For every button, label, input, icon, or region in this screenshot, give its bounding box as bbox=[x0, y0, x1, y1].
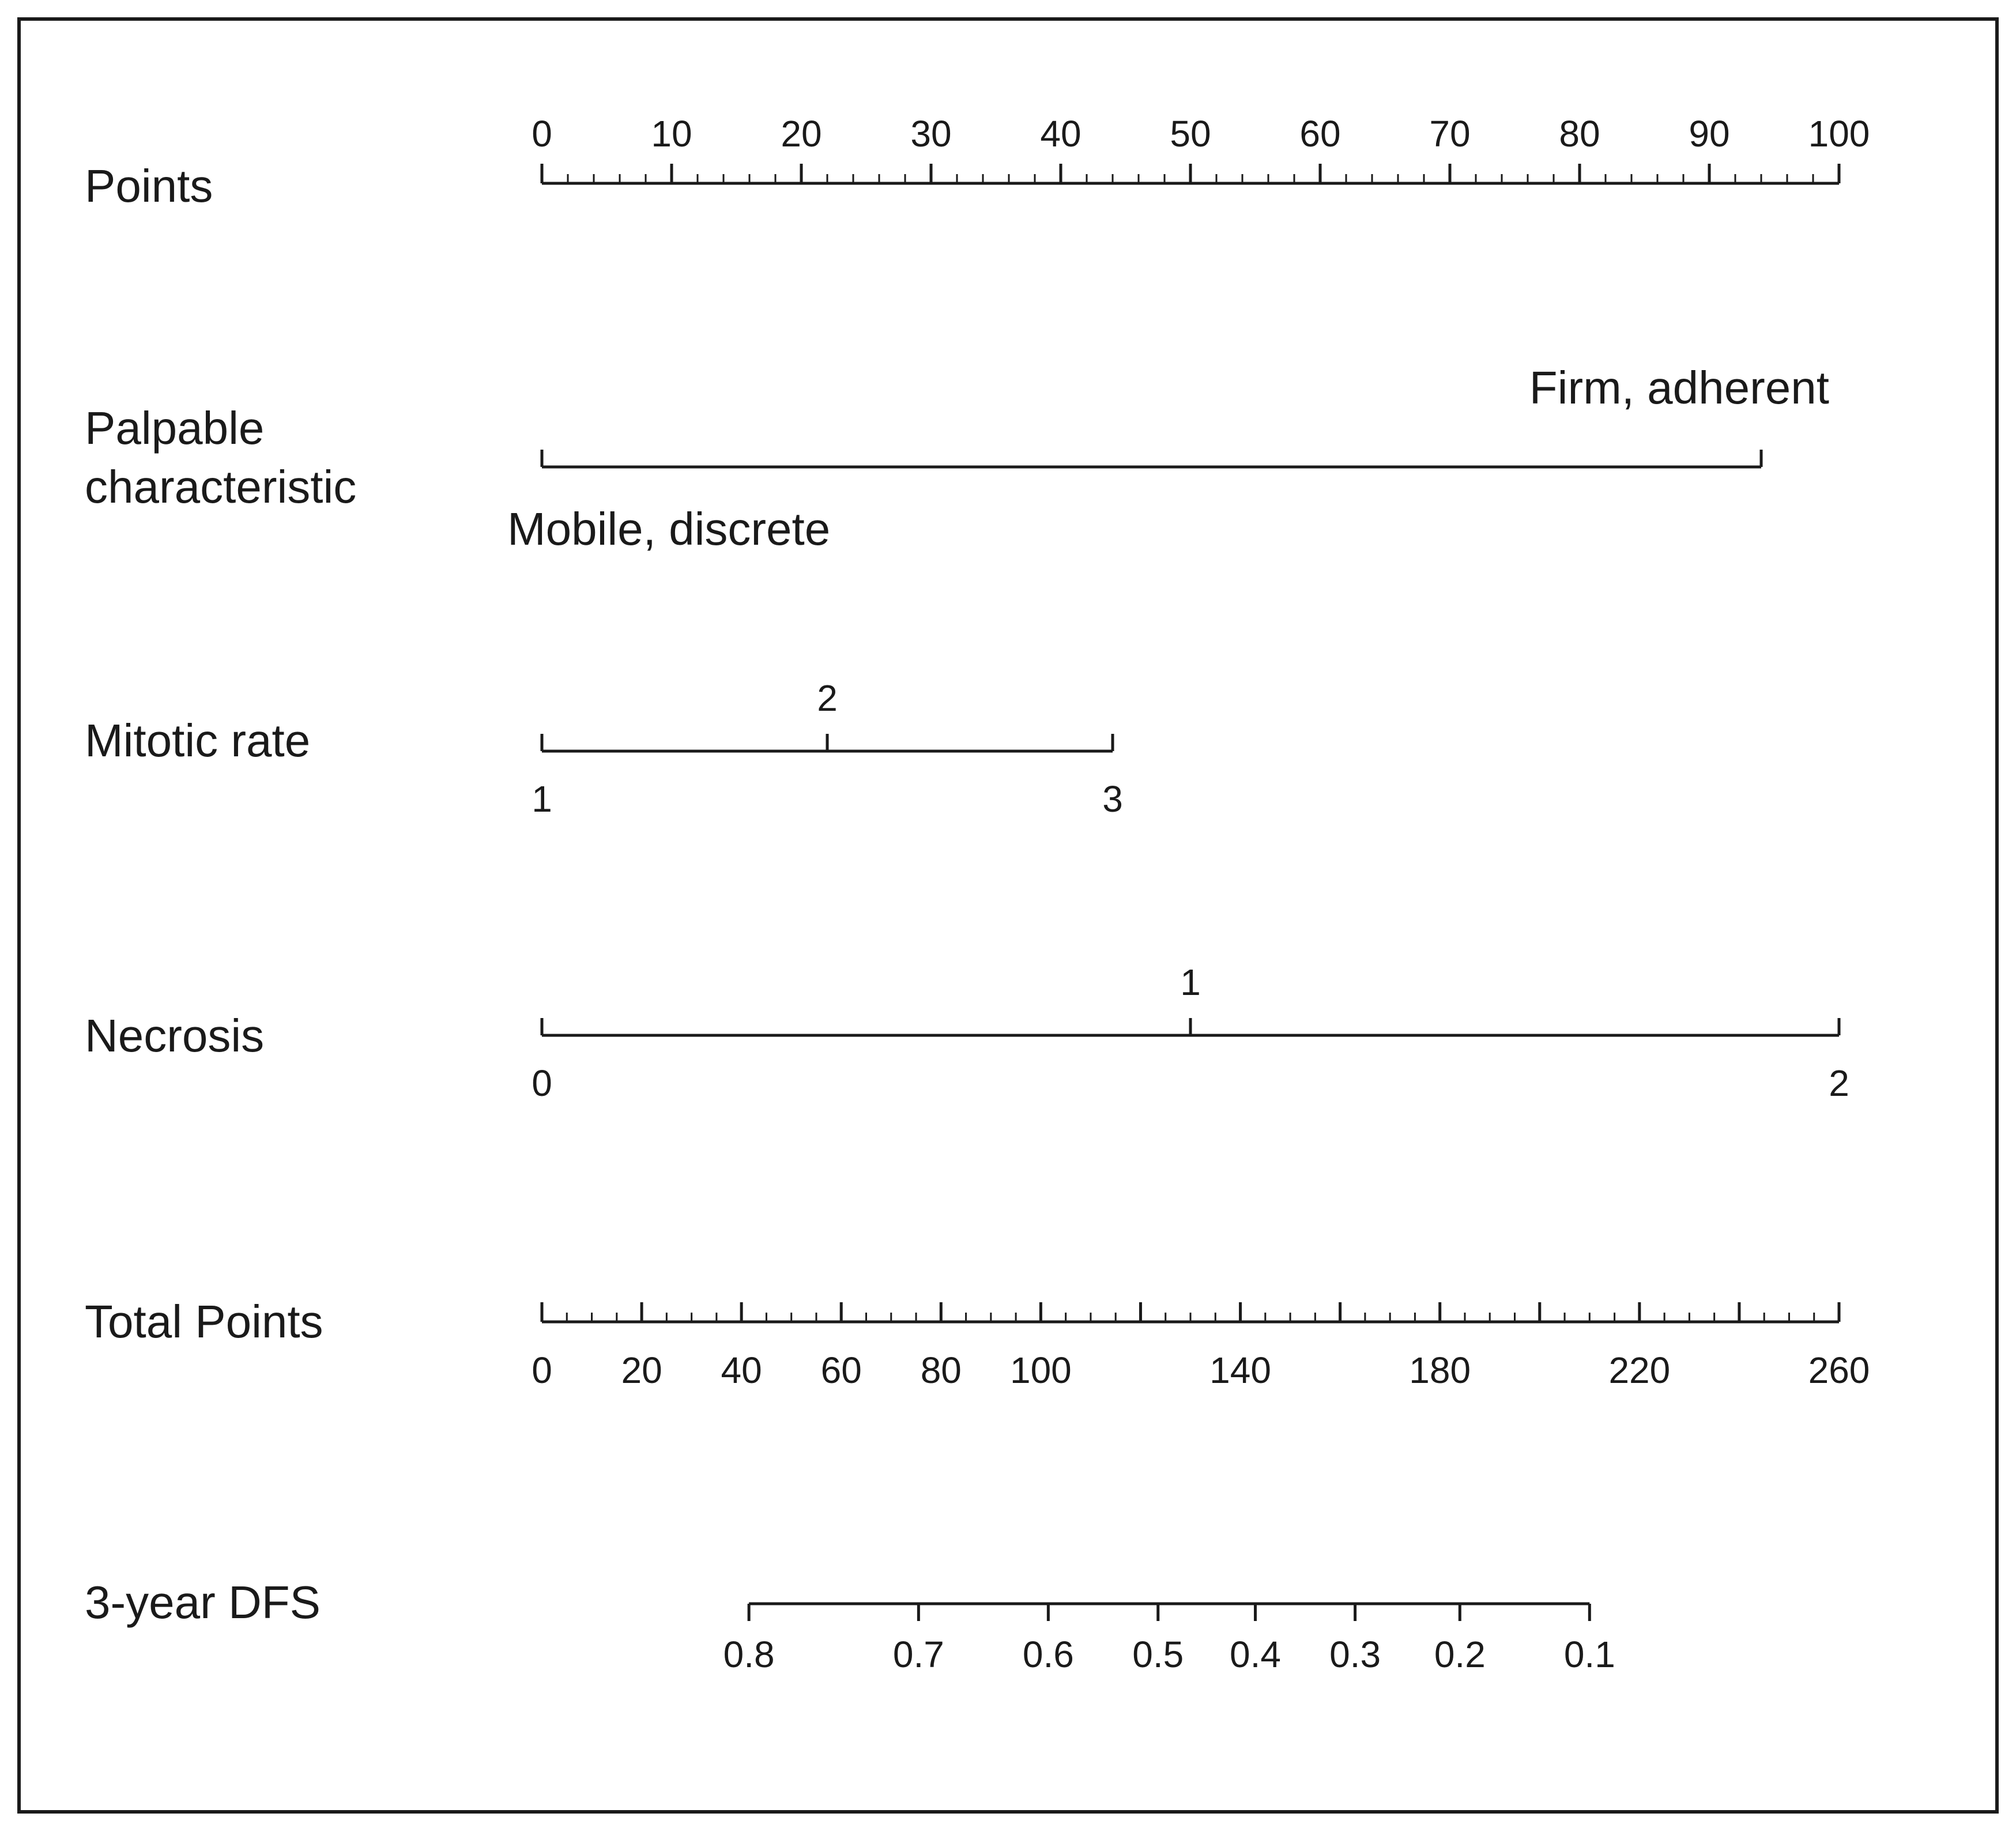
probability-label-2: 0.6 bbox=[1023, 1634, 1074, 1675]
row-mitotic: Mitotic rate 1 2 3 bbox=[85, 677, 1123, 820]
tick-label-total: 0 bbox=[532, 1350, 552, 1391]
row-points: Points 0 10 20 30 40 50 60 70 80 90 100 bbox=[85, 113, 1870, 212]
tick-label-total: 180 bbox=[1409, 1350, 1471, 1391]
variable-label-necrosis: Necrosis bbox=[85, 1010, 264, 1061]
probability-label-5: 0.3 bbox=[1329, 1634, 1381, 1675]
level-label-necrosis-1: 1 bbox=[1180, 962, 1201, 1003]
level-label-mitotic-0: 1 bbox=[532, 778, 552, 820]
tick-label-points: 10 bbox=[651, 113, 692, 154]
tick-label-points: 70 bbox=[1429, 113, 1470, 154]
tick-label-points: 20 bbox=[781, 113, 822, 154]
tick-label-total: 220 bbox=[1608, 1350, 1670, 1391]
probability-label-3: 0.5 bbox=[1132, 1634, 1184, 1675]
variable-label-total: Total Points bbox=[85, 1296, 323, 1347]
level-label-mitotic-1: 2 bbox=[817, 677, 838, 719]
variable-label-palpable-line0: Palpable bbox=[85, 402, 264, 454]
frame-border bbox=[17, 17, 1999, 1814]
variable-label-mitotic: Mitotic rate bbox=[85, 715, 310, 766]
tick-label-points: 60 bbox=[1299, 113, 1340, 154]
probability-label-1: 0.7 bbox=[893, 1634, 944, 1675]
tick-label-points: 90 bbox=[1689, 113, 1729, 154]
tick-label-total: 20 bbox=[621, 1350, 662, 1391]
variable-label-palpable-line1: characteristic bbox=[85, 461, 356, 512]
row-dfs: 3-year DFS 0.8 0.7 0.6 0.5 0.4 0.3 0.2 0.1 bbox=[85, 1577, 1615, 1675]
tick-label-points: 100 bbox=[1808, 113, 1870, 154]
probability-label-6: 0.2 bbox=[1434, 1634, 1486, 1675]
variable-label-points: Points bbox=[85, 160, 213, 212]
variable-label-dfs: 3-year DFS bbox=[85, 1577, 321, 1628]
tick-label-points: 40 bbox=[1040, 113, 1081, 154]
level-label-necrosis-0: 0 bbox=[532, 1062, 552, 1104]
tick-label-total: 80 bbox=[921, 1350, 962, 1391]
probability-label-4: 0.4 bbox=[1230, 1634, 1281, 1675]
tick-label-total: 140 bbox=[1209, 1350, 1271, 1391]
tick-label-total: 60 bbox=[821, 1350, 862, 1391]
tick-label-points: 30 bbox=[910, 113, 951, 154]
row-total: Total Points 0 20 40 60 80 100 140 180 220 260 bbox=[85, 1296, 1870, 1391]
row-necrosis: Necrosis 0 1 2 bbox=[85, 962, 1849, 1104]
level-label-palpable-0: Mobile, discrete bbox=[507, 503, 830, 555]
tick-label-total: 100 bbox=[1010, 1350, 1072, 1391]
tick-label-points: 80 bbox=[1559, 113, 1600, 154]
tick-label-total: 260 bbox=[1808, 1350, 1870, 1391]
probability-label-7: 0.1 bbox=[1564, 1634, 1615, 1675]
probability-label-0: 0.8 bbox=[724, 1634, 775, 1675]
level-label-necrosis-2: 2 bbox=[1829, 1062, 1849, 1104]
row-palpable: Palpable characteristic Mobile, discrete Fi… bbox=[85, 362, 1829, 555]
level-label-mitotic-2: 3 bbox=[1102, 778, 1123, 820]
tick-label-points: 0 bbox=[532, 113, 552, 154]
tick-label-total: 40 bbox=[721, 1350, 762, 1391]
level-label-palpable-1: Firm, adherent bbox=[1529, 362, 1829, 413]
tick-label-points: 50 bbox=[1170, 113, 1211, 154]
